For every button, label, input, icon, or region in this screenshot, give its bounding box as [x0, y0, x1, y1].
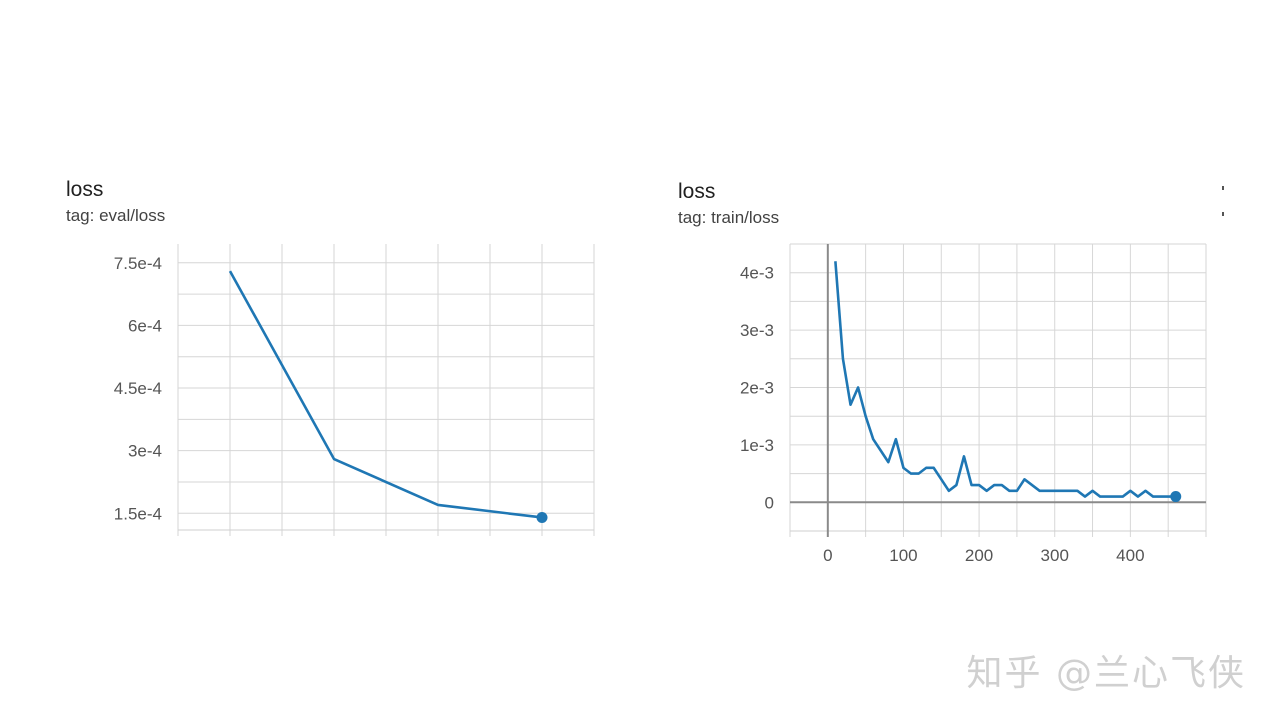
last-point-marker	[1170, 491, 1182, 503]
y-tick-label: 4e-3	[740, 264, 774, 283]
chart-title: loss	[678, 180, 716, 203]
series-line	[228, 270, 543, 519]
y-tick-label: 4.5e-4	[114, 379, 162, 398]
x-tick-label: 0	[823, 546, 832, 565]
eval-loss-plot: 7.5e-4 6e-4 4.5e-4 3e-4 1.5e-4	[114, 244, 595, 536]
chart-title: loss	[66, 178, 104, 201]
y-tick-label: 1e-3	[740, 436, 774, 455]
train-loss-chart-panel: loss tag: train/loss 4e-3 3e-3 2e-3 1e-3 0 0 1…	[640, 0, 1280, 718]
y-tick-label: 6e-4	[128, 316, 162, 335]
last-point-marker	[536, 511, 548, 523]
watermark-text: 知乎 @兰心飞侠	[966, 653, 1246, 694]
y-tick-label: 7.5e-4	[114, 254, 162, 273]
series-line	[834, 261, 1176, 498]
y-tick-label: 0	[765, 493, 774, 512]
x-tick-label: 200	[965, 546, 993, 565]
y-tick-label: 3e-3	[740, 321, 774, 340]
y-tick-label: 3e-4	[128, 442, 162, 461]
panel-edge-marks	[1222, 182, 1226, 222]
x-tick-label: 300	[1041, 546, 1069, 565]
chart-subtitle: tag: eval/loss	[66, 206, 166, 225]
chart-subtitle: tag: train/loss	[678, 208, 780, 227]
y-tick-label: 1.5e-4	[114, 504, 162, 523]
eval-loss-chart-panel: loss tag: eval/loss 7.5e-4 6e-4 4.5e-4 3e-4…	[66, 178, 595, 536]
x-tick-label: 400	[1116, 546, 1144, 565]
train-loss-plot: 4e-3 3e-3 2e-3 1e-3 0 0 100 200 300 400	[740, 243, 1207, 565]
y-tick-label: 2e-3	[740, 379, 774, 398]
x-tick-label: 100	[889, 546, 917, 565]
